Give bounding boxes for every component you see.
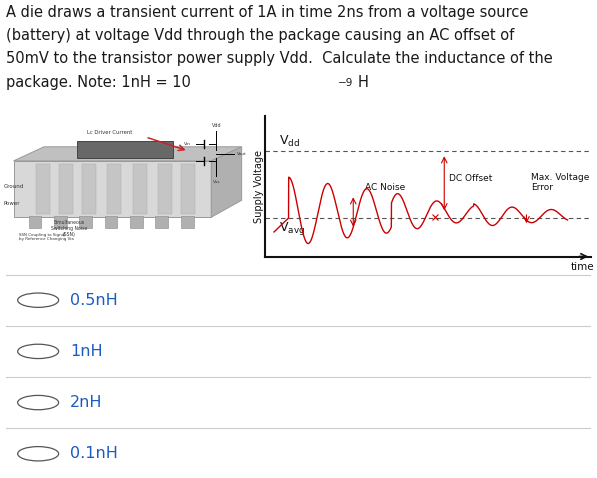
Text: 2nH: 2nH xyxy=(70,395,103,410)
Bar xyxy=(107,163,121,214)
Text: Power: Power xyxy=(4,201,20,206)
Text: Vout: Vout xyxy=(236,152,247,156)
Text: 1nH: 1nH xyxy=(70,344,103,359)
Text: 0.1nH: 0.1nH xyxy=(70,446,118,461)
Text: Lc Driver Current: Lc Driver Current xyxy=(87,130,133,135)
Text: time: time xyxy=(570,262,594,272)
Bar xyxy=(59,163,73,214)
Bar xyxy=(181,217,193,228)
Text: package. Note: 1nH = 10: package. Note: 1nH = 10 xyxy=(6,75,191,90)
Bar xyxy=(158,163,172,214)
Text: AC Noise: AC Noise xyxy=(365,183,405,192)
FancyBboxPatch shape xyxy=(14,161,211,217)
Text: V$_\mathregular{avg}$: V$_\mathregular{avg}$ xyxy=(279,220,305,237)
Text: 50mV to the transistor power supply Vdd.  Calculate the inductance of the: 50mV to the transistor power supply Vdd.… xyxy=(6,52,553,66)
Text: V$_\mathregular{dd}$: V$_\mathregular{dd}$ xyxy=(279,133,300,149)
Bar xyxy=(29,217,41,228)
Polygon shape xyxy=(211,147,242,217)
Bar xyxy=(36,163,50,214)
Text: A die draws a transient current of 1A in time 2ns from a voltage source: A die draws a transient current of 1A in… xyxy=(6,5,528,20)
Text: Max. Voltage
Error: Max. Voltage Error xyxy=(531,173,589,192)
Text: Ground: Ground xyxy=(4,184,24,189)
Bar xyxy=(181,163,195,214)
Bar xyxy=(54,217,67,228)
Text: −9: −9 xyxy=(338,78,353,87)
Y-axis label: Supply Voltage: Supply Voltage xyxy=(254,150,264,223)
Bar xyxy=(82,163,96,214)
Text: Vss: Vss xyxy=(213,180,220,184)
Bar xyxy=(79,217,92,228)
FancyBboxPatch shape xyxy=(77,141,173,158)
Text: DC Offset: DC Offset xyxy=(449,174,492,183)
Text: H: H xyxy=(358,75,368,90)
Text: Simultaneous
Switching Noise
(SSN): Simultaneous Switching Noise (SSN) xyxy=(51,220,88,237)
Text: Vdd: Vdd xyxy=(211,123,221,128)
Bar xyxy=(155,217,168,228)
Text: SSN Coupling to Signal
by Reference Changing Via: SSN Coupling to Signal by Reference Chan… xyxy=(19,233,73,241)
Text: Vin: Vin xyxy=(184,142,191,146)
Text: 0.5nH: 0.5nH xyxy=(70,293,118,308)
Text: (battery) at voltage Vdd through the package causing an AC offset of: (battery) at voltage Vdd through the pac… xyxy=(6,28,514,43)
Bar xyxy=(133,163,147,214)
Polygon shape xyxy=(14,147,242,161)
Bar xyxy=(105,217,118,228)
Bar xyxy=(130,217,143,228)
